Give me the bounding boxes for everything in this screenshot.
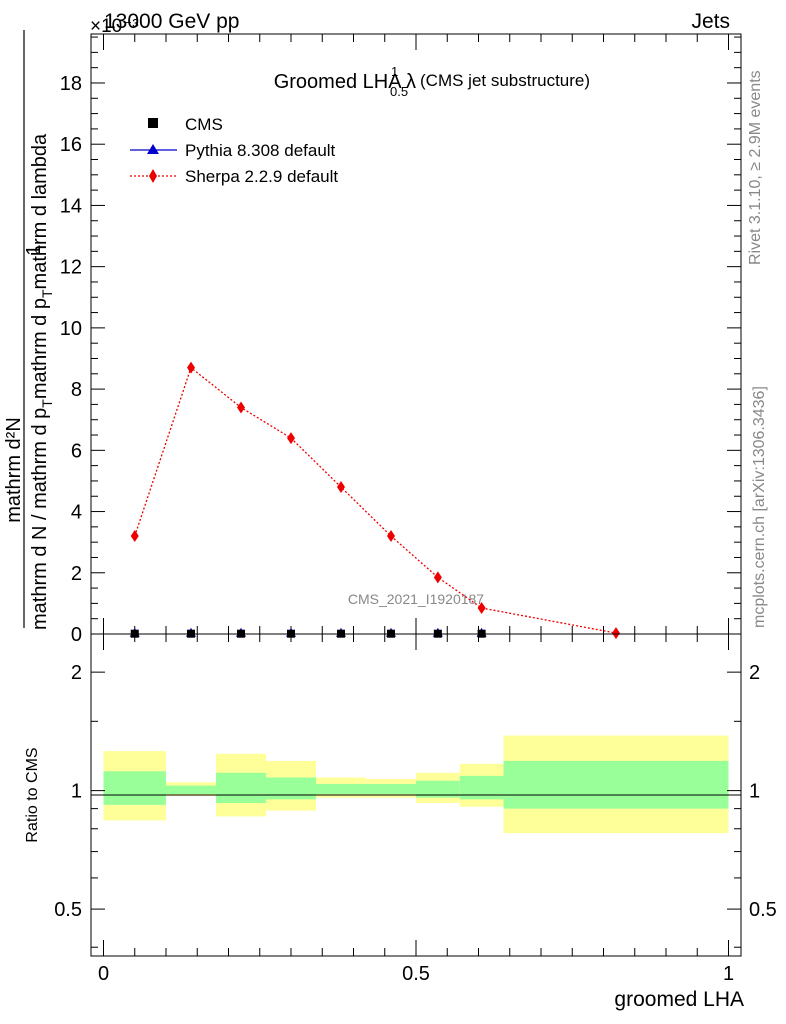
sherpa-point: [387, 530, 395, 543]
ratio-x-tick-label: 1: [723, 963, 734, 985]
sherpa-point: [237, 401, 245, 414]
legend-cms-marker: [148, 118, 158, 128]
sherpa-point: [287, 432, 295, 445]
legend-pythia-marker: [147, 144, 159, 154]
ratio-y-tick-label-right: 2: [749, 662, 760, 684]
header-right: Jets: [691, 10, 730, 33]
ylabel-den-rest: mathrm d p: [29, 298, 51, 399]
ratio-xlabel: groomed LHA: [614, 988, 744, 1011]
ratio-band-inner: [366, 783, 416, 795]
main-title: Groomed LHA λ: [274, 71, 416, 93]
sherpa-point: [337, 481, 345, 494]
ratio-y-tick-label-right: 1: [749, 781, 760, 803]
ratio-band-inner: [103, 771, 166, 805]
sherpa-point: [433, 571, 442, 584]
ratio-band-inner: [503, 760, 729, 809]
legend-pythia-label: Pythia 8.308 default: [185, 141, 336, 160]
sherpa-point: [130, 530, 139, 543]
sherpa-point: [187, 361, 195, 374]
ylabel-denominator: mathrm d N / mathrm d p: [29, 408, 51, 630]
watermark: CMS_2021_I1920187: [348, 591, 484, 607]
svg-text:mathrm d²N: mathrm d²N: [3, 417, 25, 523]
main-y-tick-label: 4: [71, 502, 82, 524]
rivet-label: Rivet 3.1.10, ≥ 2.9M events: [747, 70, 764, 265]
ratio-band-inner: [216, 772, 266, 804]
ratio-x-tick-label: 0: [98, 963, 109, 985]
main-title-suffix: (CMS jet substructure): [420, 71, 590, 90]
main-y-tick-label: 18: [60, 73, 82, 95]
main-y-tick-label: 16: [60, 134, 82, 156]
ratio-bands: [103, 735, 729, 834]
legend: CMS Pythia 8.308 default Sherpa 2.2.9 de…: [130, 115, 338, 186]
ratio-band-inner: [166, 785, 216, 795]
main-title-sup: 1: [391, 64, 398, 79]
ylabel-one: 1: [23, 244, 45, 255]
main-title-sub: 0.5: [390, 84, 408, 99]
main-panel: 0 2 4 6 8 10 12 14 16 18 Groomed LHA λ 1 0.5 (CMS…: [60, 33, 742, 646]
main-y-tick-label: 8: [71, 379, 82, 401]
ylabel-den-sub2: T: [39, 289, 55, 298]
ratio-y-ticks: 0.5 0.5 1 1 2 2: [54, 662, 777, 948]
main-y-tick-label: 10: [60, 318, 82, 340]
legend-sherpa-marker: [149, 169, 157, 183]
ratio-y-tick-label: 2: [71, 662, 82, 684]
ratio-band-inner: [316, 783, 366, 795]
ylabel-den-sub: T: [39, 399, 55, 408]
sherpa-point: [612, 627, 620, 640]
legend-sherpa-label: Sherpa 2.2.9 default: [185, 167, 338, 186]
svg-text:mathrm d N / mathrm d pTmathrm: mathrm d N / mathrm d pTmathrm d pTmathr…: [29, 133, 55, 630]
main-y-tick-label: 0: [71, 624, 82, 646]
exponent-label: ×10⁻³: [90, 16, 139, 37]
main-ylabel: 1 mathrm d²N mathrm d N / mathrm d pTmat…: [3, 30, 55, 630]
main-y-ticks: 0 2 4 6 8 10 12 14 16 18: [60, 36, 741, 646]
mcplots-label: mcplots.cern.ch [arXiv:1306.3436]: [751, 386, 768, 628]
ratio-band-inner: [416, 780, 460, 798]
sherpa-point: [477, 601, 486, 614]
main-title-text: Groomed LHA λ: [274, 71, 416, 93]
main-y-tick-label: 12: [60, 257, 82, 279]
ratio-ylabel: Ratio to CMS: [24, 747, 41, 842]
legend-cms-label: CMS: [185, 115, 223, 134]
main-y-tick-label: 6: [71, 440, 82, 462]
ratio-y-tick-label: 1: [71, 781, 82, 803]
ratio-x-tick-label: 0.5: [402, 963, 430, 985]
ratio-y-tick-label-right: 0.5: [749, 899, 777, 921]
ratio-panel: 0.5 0.51 12 2 0 0.5 1 Ratio to CMS groomed LH…: [24, 633, 777, 1011]
ratio-band-inner: [266, 777, 316, 800]
ratio-y-tick-label: 0.5: [54, 899, 82, 921]
ylabel-numerator: mathrm d²N: [3, 417, 25, 523]
header-left: 13000 GeV pp: [104, 10, 239, 33]
main-y-tick-label: 14: [60, 195, 82, 217]
ylabel-den-rest2: mathrm d lambda: [29, 133, 51, 289]
ratio-x-ticks: 0 0.5 1: [98, 634, 734, 985]
svg-text:1: 1: [23, 244, 45, 255]
main-y-tick-label: 2: [71, 563, 82, 585]
ratio-band-inner: [459, 775, 504, 800]
